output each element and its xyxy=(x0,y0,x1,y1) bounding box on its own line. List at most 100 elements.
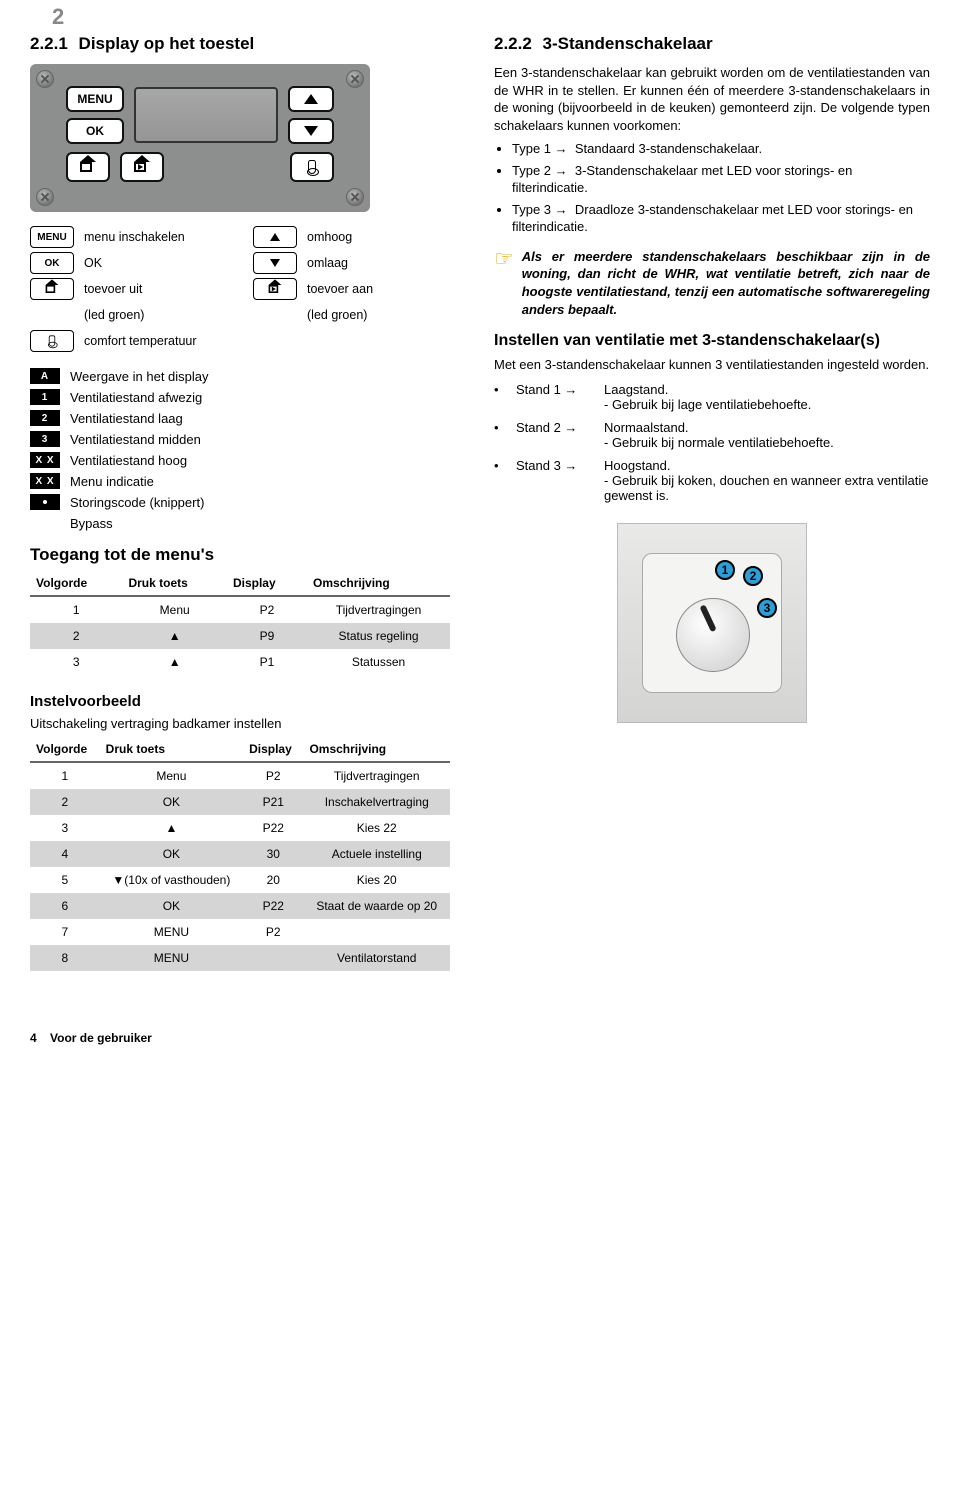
example-subheading: Uitschakeling vertraging badkamer instel… xyxy=(30,716,466,731)
legend-house-in-icon xyxy=(253,278,297,300)
rotary-knob xyxy=(676,598,750,672)
display-code-legend: AWeergave in het display1Ventilatiestand… xyxy=(30,368,466,531)
table-cell: Tijdvertragingen xyxy=(303,762,450,789)
table-cell xyxy=(243,945,303,971)
table-cell: 8 xyxy=(30,945,100,971)
legend-menu-text: menu inschakelen xyxy=(84,230,243,244)
switch-type-item: Type 1 → Standaard 3-standenschakelaar. xyxy=(512,140,930,158)
device-thermo-button xyxy=(290,152,334,182)
device-up-button xyxy=(288,86,334,112)
legend-down-text: omlaag xyxy=(307,256,466,270)
device-down-button xyxy=(288,118,334,144)
section-222-num: 2.2.2 xyxy=(494,34,532,53)
section-221-heading: 2.2.1 Display op het toestel xyxy=(30,34,466,54)
chapter-number: 2 xyxy=(52,4,930,30)
ventilation-setting-heading: Instellen van ventilatie met 3-standensc… xyxy=(494,332,930,350)
table-row: 5▼(10x of vasthouden)20Kies 20 xyxy=(30,867,450,893)
section-221-num: 2.2.1 xyxy=(30,34,68,53)
display-code-text: Ventilatiestand hoog xyxy=(70,453,187,468)
section-222-intro: Een 3-standenschakelaar kan gebruikt wor… xyxy=(494,64,930,134)
table-cell: MENU xyxy=(100,919,243,945)
table-cell: P9 xyxy=(227,623,307,649)
table-row: 3▲P1Statussen xyxy=(30,649,450,675)
switch-type-item: Type 2 → 3-Standenschakelaar met LED voo… xyxy=(512,162,930,197)
stand-item: •Stand 1 →Laagstand.- Gebruik bij lage v… xyxy=(494,382,930,412)
table-header: Omschrijving xyxy=(303,737,450,762)
table-cell: Tijdvertragingen xyxy=(307,596,450,623)
table-cell: Statussen xyxy=(307,649,450,675)
legend-ok-text: OK xyxy=(84,256,243,270)
display-code-text: Ventilatiestand afwezig xyxy=(70,390,202,405)
display-code-tag: X X xyxy=(30,452,60,468)
example-heading: Instelvoorbeeld xyxy=(30,693,466,710)
table-row: 1MenuP2Tijdvertragingen xyxy=(30,596,450,623)
table-cell: Status regeling xyxy=(307,623,450,649)
menu-access-table: VolgordeDruk toetsDisplayOmschrijving1Me… xyxy=(30,571,450,675)
display-code-tag: 1 xyxy=(30,389,60,405)
section-222-title: 3-Standenschakelaar xyxy=(543,34,713,53)
device-menu-button: MENU xyxy=(66,86,124,112)
dial-position-1: 1 xyxy=(715,560,735,580)
table-row: 4OK30Actuele instelling xyxy=(30,841,450,867)
table-cell: P22 xyxy=(243,893,303,919)
table-cell: 5 xyxy=(30,867,100,893)
table-cell: 4 xyxy=(30,841,100,867)
table-header: Volgorde xyxy=(30,571,122,596)
display-code-text: Ventilatiestand laag xyxy=(70,411,183,426)
table-cell: ▼(10x of vasthouden) xyxy=(100,867,243,893)
section-221-title: Display op het toestel xyxy=(79,34,255,53)
table-cell: 1 xyxy=(30,762,100,789)
table-row: 8MENU Ventilatorstand xyxy=(30,945,450,971)
three-position-switch-illustration: 1 2 3 xyxy=(617,523,807,723)
legend-house-out-icon xyxy=(30,278,74,300)
table-cell: Ventilatorstand xyxy=(303,945,450,971)
display-code-tag xyxy=(30,494,60,510)
table-cell: 30 xyxy=(243,841,303,867)
table-cell: 1 xyxy=(30,596,122,623)
legend-house-out-sub: (led groen) xyxy=(84,308,243,322)
device-lcd-screen xyxy=(134,87,278,143)
display-code-text: Ventilatiestand midden xyxy=(70,432,201,447)
table-cell: Kies 20 xyxy=(303,867,450,893)
table-cell: Kies 22 xyxy=(303,815,450,841)
table-cell: ▲ xyxy=(122,649,226,675)
footer-page-number: 4 xyxy=(30,1031,37,1045)
display-code-text: Storingscode (knippert) xyxy=(70,495,204,510)
table-cell: 7 xyxy=(30,919,100,945)
table-cell: Menu xyxy=(122,596,226,623)
switch-type-item: Type 3 → Draadloze 3-standenschakelaar m… xyxy=(512,201,930,236)
dial-position-3: 3 xyxy=(757,598,777,618)
legend-down-icon xyxy=(253,252,297,274)
button-legend: MENU menu inschakelen omhoog OK OK omlaa… xyxy=(30,226,466,352)
table-cell: OK xyxy=(100,841,243,867)
stand-item: •Stand 2 →Normaalstand.- Gebruik bij nor… xyxy=(494,420,930,450)
table-cell: OK xyxy=(100,893,243,919)
table-row: 7MENUP2 xyxy=(30,919,450,945)
important-note-text: Als er meerdere standenschakelaars besch… xyxy=(522,248,930,318)
table-cell: ▲ xyxy=(100,815,243,841)
table-cell: 2 xyxy=(30,789,100,815)
table-header: Display xyxy=(243,737,303,762)
table-row: 1MenuP2Tijdvertragingen xyxy=(30,762,450,789)
pointing-hand-icon: ☞ xyxy=(494,248,514,270)
important-note: ☞ Als er meerdere standenschakelaars bes… xyxy=(494,248,930,318)
table-cell: 6 xyxy=(30,893,100,919)
table-cell: Actuele instelling xyxy=(303,841,450,867)
table-cell: P1 xyxy=(227,649,307,675)
menu-access-heading: Toegang tot de menu's xyxy=(30,545,466,565)
table-header: Druk toets xyxy=(122,571,226,596)
page-footer: 4 Voor de gebruiker xyxy=(30,1031,930,1045)
footer-section-name: Voor de gebruiker xyxy=(50,1031,152,1045)
display-code-text: Weergave in het display xyxy=(70,369,209,384)
table-cell: P21 xyxy=(243,789,303,815)
display-code-text: Menu indicatie xyxy=(70,474,154,489)
stand-list: •Stand 1 →Laagstand.- Gebruik bij lage v… xyxy=(494,382,930,503)
table-cell: Menu xyxy=(100,762,243,789)
legend-house-in-sub: (led groen) xyxy=(307,308,466,322)
table-cell: MENU xyxy=(100,945,243,971)
table-cell: P2 xyxy=(227,596,307,623)
legend-thermo-icon xyxy=(30,330,74,352)
table-cell: P2 xyxy=(243,919,303,945)
device-house-in-button xyxy=(120,152,164,182)
display-code-tag: 2 xyxy=(30,410,60,426)
